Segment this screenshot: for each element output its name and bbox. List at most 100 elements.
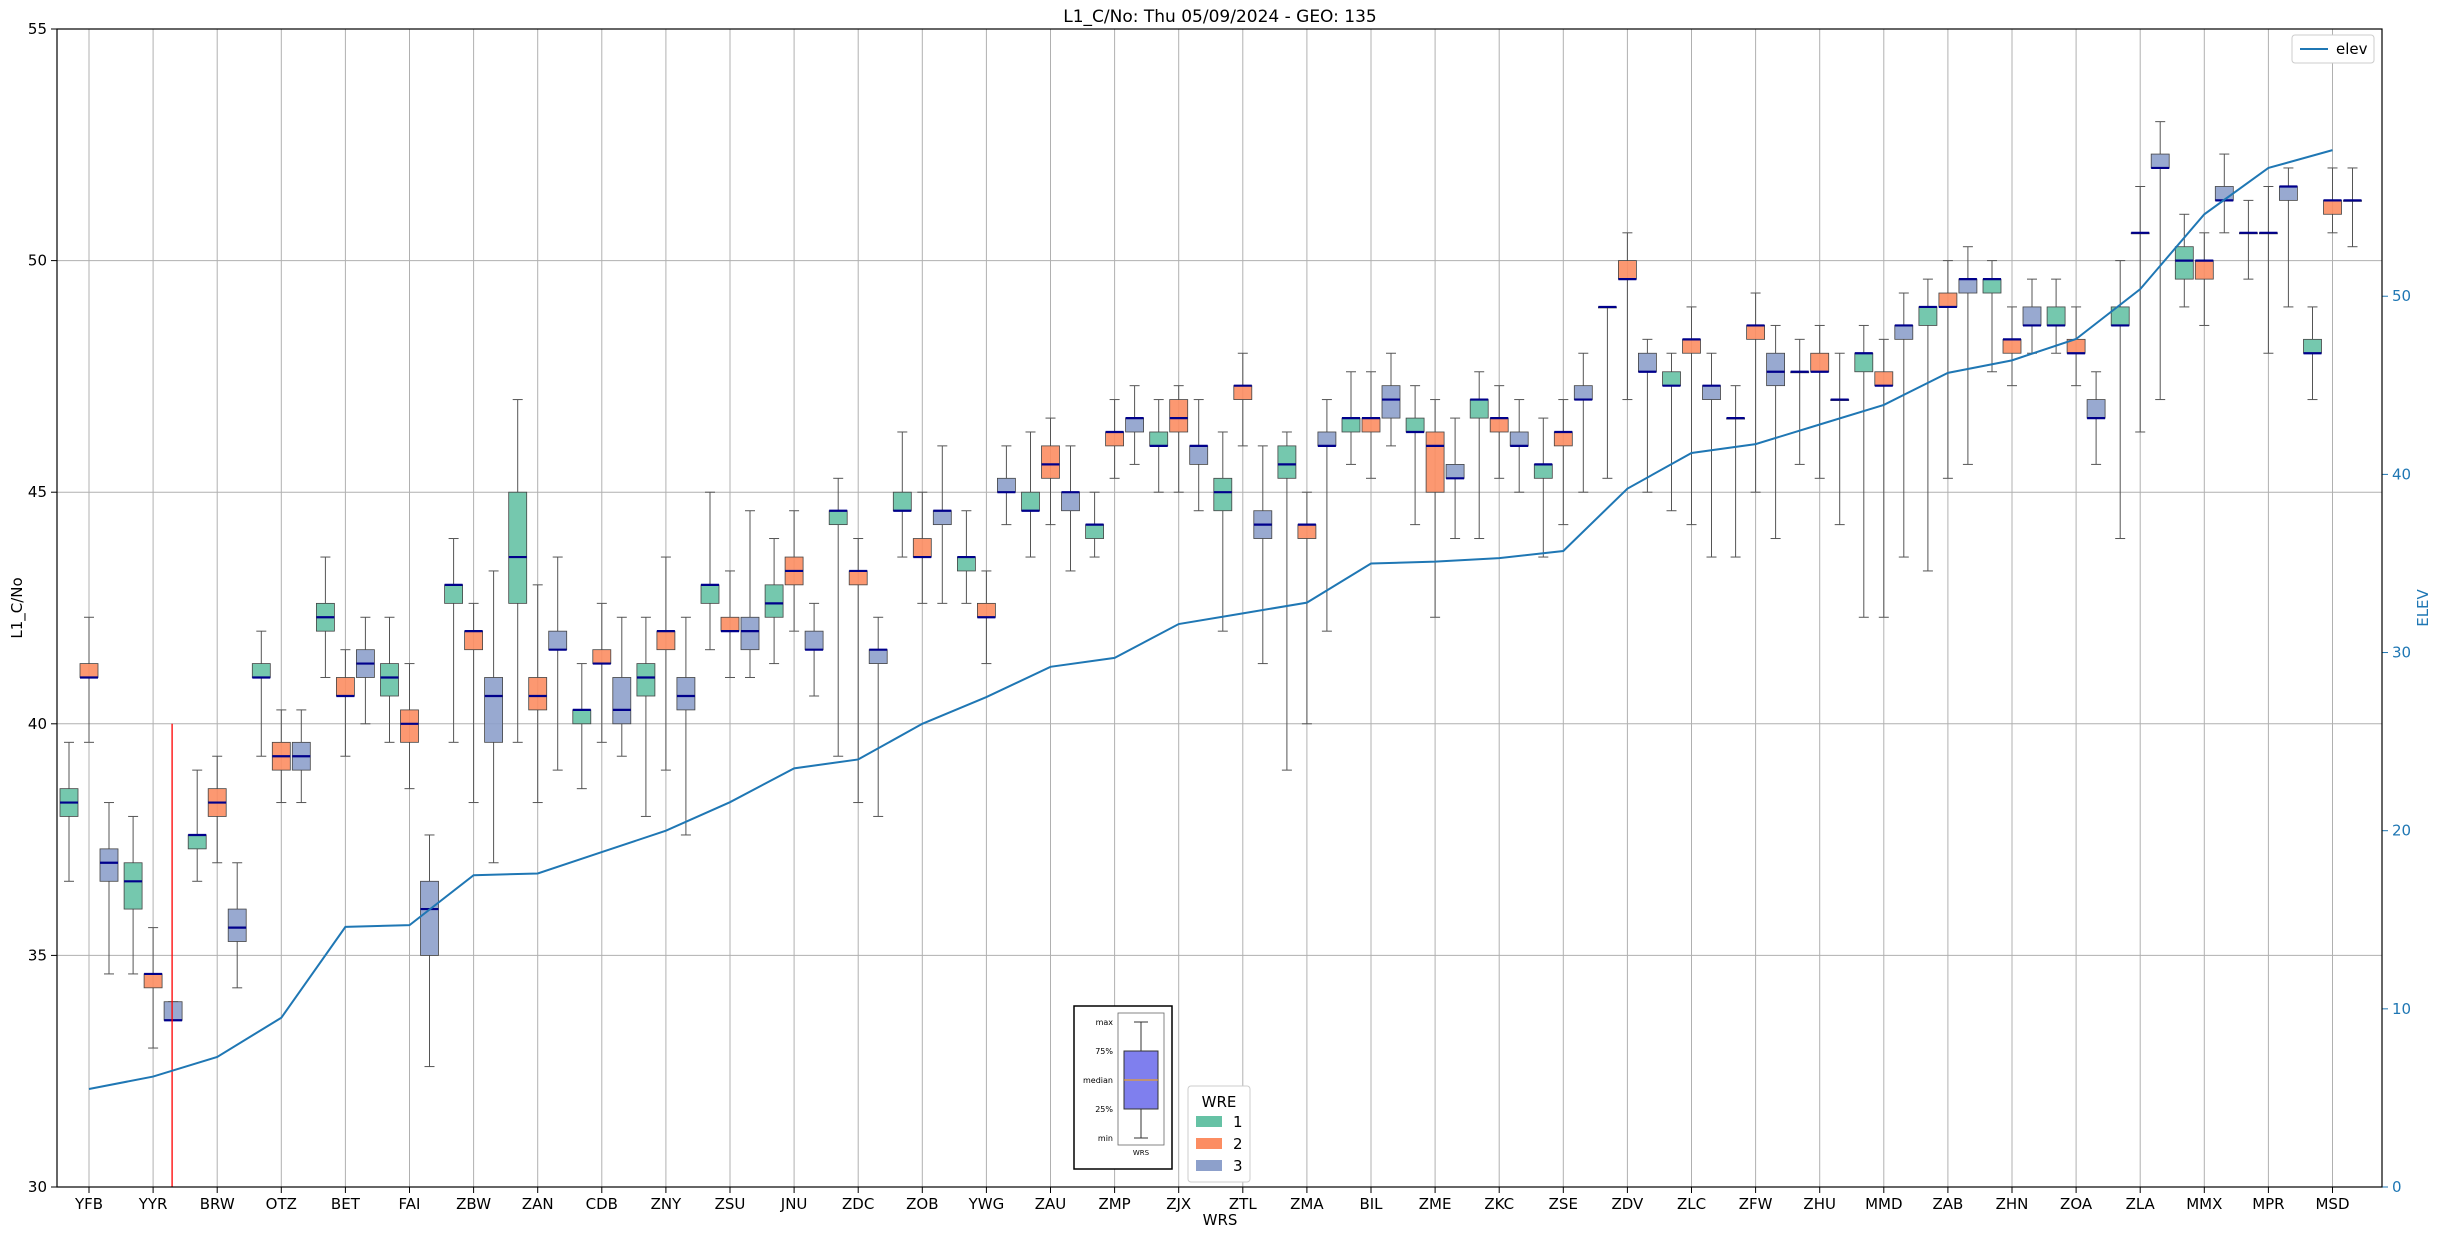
box-zan-wre3 xyxy=(548,556,568,771)
x-tick-label: ZBW xyxy=(456,1195,491,1213)
key-q3-label: 75% xyxy=(1095,1047,1113,1056)
box-body xyxy=(1085,524,1104,539)
box-jnu-wre2 xyxy=(784,510,804,632)
box-zfw-wre1 xyxy=(1726,385,1745,558)
box-body xyxy=(1233,385,1253,400)
x-tick-label: ZDC xyxy=(842,1195,874,1213)
key-min-label: min xyxy=(1098,1134,1113,1143)
box-mpr-wre2 xyxy=(2258,185,2278,354)
x-tick-label: ZLA xyxy=(2126,1195,2156,1213)
box-ywg-wre1 xyxy=(957,510,976,604)
boxplot-key: max 75% median 25% min WRS xyxy=(1073,1005,1173,1170)
box-body xyxy=(997,477,1016,493)
chart-title: L1_C/No: Thu 05/09/2024 - GEO: 135 xyxy=(1063,7,1376,27)
box-body xyxy=(1361,417,1381,433)
box-zab-wre1 xyxy=(1918,278,1938,572)
x-tick-label: ZDV xyxy=(1611,1195,1644,1213)
x-tick-label: MSD xyxy=(2315,1195,2349,1213)
box-zhu-wre1 xyxy=(1790,338,1810,465)
box-body xyxy=(1766,352,1785,387)
box-zfw-wre2 xyxy=(1746,292,1765,493)
box-body xyxy=(1405,417,1425,433)
x-tick-label: YWG xyxy=(968,1195,1005,1213)
box-body xyxy=(1894,325,1914,340)
box-bil-wre3 xyxy=(1381,352,1401,447)
box-fai-wre1 xyxy=(380,616,399,743)
box-body xyxy=(1682,338,1701,354)
box-zdc-wre2 xyxy=(848,538,868,804)
box-zau-wre3 xyxy=(1061,445,1080,572)
x-tick-label: OTZ xyxy=(266,1195,297,1213)
box-body xyxy=(163,1001,183,1021)
y-tick-label: 45 xyxy=(28,483,47,501)
box-body xyxy=(1149,431,1169,447)
box-body xyxy=(2303,338,2322,354)
y-tick-label: 50 xyxy=(28,252,47,270)
y2-tick-label: 50 xyxy=(2392,287,2411,305)
box-body xyxy=(123,862,143,910)
box-body xyxy=(251,663,271,678)
box-body xyxy=(79,663,99,678)
box-zbw-wre2 xyxy=(464,602,484,804)
box-ztl-wre2 xyxy=(1233,352,1253,447)
box-body xyxy=(143,973,163,989)
box-body xyxy=(656,630,676,651)
box-body xyxy=(720,616,740,632)
box-fai-wre2 xyxy=(400,663,419,790)
box-otz-wre3 xyxy=(291,709,311,804)
box-zbw-wre1 xyxy=(444,538,464,743)
box-zhn-wre2 xyxy=(2002,306,2022,387)
box-mmx-wre3 xyxy=(2214,153,2234,234)
box-fai-wre3 xyxy=(420,834,439,1068)
box-body xyxy=(1982,278,2002,294)
box-zse-wre1 xyxy=(1533,417,1553,558)
box-zhn-wre1 xyxy=(1982,260,2002,373)
box-body xyxy=(2046,306,2066,326)
box-body xyxy=(1213,477,1233,512)
x-tick-label: BIL xyxy=(1359,1195,1383,1213)
box-body xyxy=(636,663,656,697)
box-body xyxy=(1938,292,1958,308)
box-zau-wre1 xyxy=(1021,431,1040,558)
box-body xyxy=(1021,491,1040,512)
box-yfb-wre2 xyxy=(79,616,99,743)
box-zhn-wre3 xyxy=(2022,278,2042,354)
box-body xyxy=(187,834,207,850)
box-body xyxy=(528,677,548,711)
box-body xyxy=(2323,199,2342,215)
box-zdc-wre1 xyxy=(828,477,848,757)
wre-legend: WRE 1 2 3 xyxy=(1187,1085,1251,1183)
box-brw-wre2 xyxy=(207,755,227,864)
x-tick-label: JNU xyxy=(780,1195,808,1213)
box-body xyxy=(1553,431,1573,447)
box-zab-wre2 xyxy=(1938,260,1958,479)
x-tick-label: MPR xyxy=(2252,1195,2284,1213)
box-mmx-wre2 xyxy=(2194,232,2214,326)
box-zob-wre3 xyxy=(932,445,952,604)
box-zse-wre3 xyxy=(1573,352,1593,493)
box-body xyxy=(612,677,632,725)
x-tick-label: FAI xyxy=(399,1195,421,1213)
x-tick-label: BRW xyxy=(200,1195,235,1213)
box-mmd-wre2 xyxy=(1874,338,1894,618)
x-tick-label: MMX xyxy=(2186,1195,2222,1213)
box-body xyxy=(1425,431,1445,493)
box-zhu-wre3 xyxy=(1830,352,1850,526)
box-body xyxy=(1662,371,1681,387)
box-body xyxy=(1573,385,1593,400)
box-zdv-wre1 xyxy=(1598,305,1617,479)
box-brw-wre3 xyxy=(227,862,247,989)
box-body xyxy=(464,630,484,651)
box-body xyxy=(1061,491,1080,512)
box-body xyxy=(380,663,399,697)
box-zma-wre2 xyxy=(1297,491,1317,725)
elev-legend: elev xyxy=(2291,34,2375,64)
box-body xyxy=(1169,399,1189,433)
box-ywg-wre3 xyxy=(997,445,1016,526)
y-tick-label: 30 xyxy=(28,1178,47,1196)
box-body xyxy=(1445,464,1465,479)
box-zma-wre1 xyxy=(1277,431,1297,771)
box-yyr-wre3 xyxy=(163,1001,183,1022)
box-body xyxy=(227,908,247,942)
boxes xyxy=(59,121,2362,1187)
